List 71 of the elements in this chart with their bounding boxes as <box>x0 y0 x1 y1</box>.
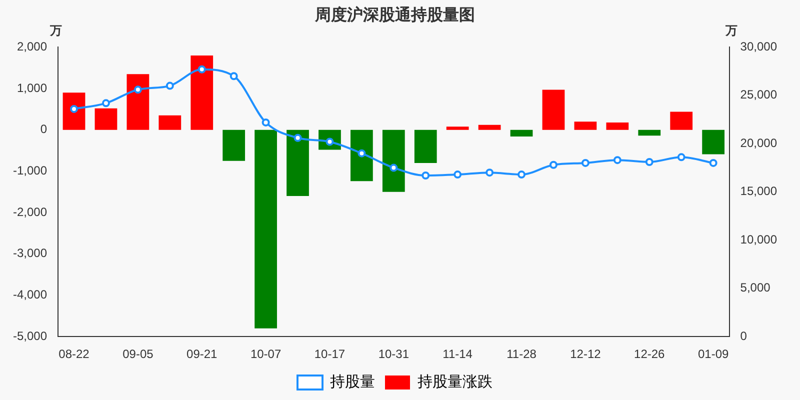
bar <box>702 130 724 154</box>
bar <box>670 112 693 130</box>
y-tick-label: -5,000 <box>12 328 48 343</box>
x-tick-label: 10-31 <box>378 347 410 362</box>
bar <box>350 130 373 182</box>
point <box>454 170 462 179</box>
point <box>613 156 622 164</box>
x-tick-label: 09-21 <box>186 347 218 362</box>
point <box>390 164 398 172</box>
x-tick-label: 08-22 <box>58 347 90 362</box>
bar <box>574 122 597 130</box>
chart-title: 周度沪深股通持股量图 <box>314 4 475 24</box>
y-tick-label: 1,000 <box>16 80 48 95</box>
y2-tick-label: 10,000 <box>740 232 778 246</box>
x-tick-label: 11-28 <box>506 347 537 362</box>
bar <box>382 130 405 192</box>
point <box>422 172 430 180</box>
point <box>166 82 174 90</box>
bar <box>414 130 437 163</box>
y2-tick-label: 15,000 <box>740 184 778 198</box>
x-tick-label: 10-07 <box>250 347 282 362</box>
y2-tick-label: 0 <box>740 328 748 343</box>
y-tick-label: -1,000 <box>12 164 48 178</box>
bar <box>286 130 309 196</box>
point <box>709 158 718 167</box>
point <box>230 72 238 80</box>
y-tick-label: 2,000 <box>16 40 48 54</box>
x-tick-label: 12-12 <box>570 347 602 362</box>
point <box>486 168 494 177</box>
bar <box>542 90 565 130</box>
bar <box>254 130 277 328</box>
bar <box>478 124 501 130</box>
x-tick-label: 01-09 <box>698 347 729 362</box>
point <box>518 170 526 179</box>
point <box>549 160 558 169</box>
bar <box>126 74 150 130</box>
bar <box>158 115 182 130</box>
bar <box>62 92 86 130</box>
point <box>581 158 590 167</box>
bar <box>606 122 629 130</box>
bar <box>446 126 469 130</box>
point <box>70 104 78 113</box>
point <box>294 134 302 142</box>
y2-axis-title: 万 <box>724 23 738 38</box>
y-tick-label: -4,000 <box>12 288 48 302</box>
y-axis-title: 万 <box>49 23 62 38</box>
bar <box>190 55 214 130</box>
x-tick-label: 11-14 <box>442 347 473 362</box>
bar <box>222 130 246 161</box>
bar <box>638 130 661 136</box>
y-tick-label: -2,000 <box>12 204 48 219</box>
point <box>262 118 270 126</box>
y-tick-label: -3,000 <box>12 246 48 260</box>
x-tick-label: 12-26 <box>634 347 666 362</box>
y-tick-label: 0 <box>40 122 48 136</box>
y2-tick-label: 20,000 <box>740 136 778 150</box>
bar <box>510 130 533 136</box>
y2-tick-label: 25,000 <box>740 88 778 102</box>
point <box>102 99 110 108</box>
point <box>677 153 686 162</box>
point <box>358 149 366 158</box>
point <box>198 65 206 74</box>
point <box>645 158 654 166</box>
x-tick-label: 09-05 <box>122 347 154 362</box>
y2-tick-label: 30,000 <box>740 40 778 54</box>
y2-tick-label: 5,000 <box>740 280 771 295</box>
legend-label: 持股量 <box>330 374 375 391</box>
bar <box>94 108 118 130</box>
legend-label: 持股量涨跌 <box>418 374 492 391</box>
point <box>134 86 142 94</box>
x-tick-label: 10-17 <box>314 347 346 362</box>
